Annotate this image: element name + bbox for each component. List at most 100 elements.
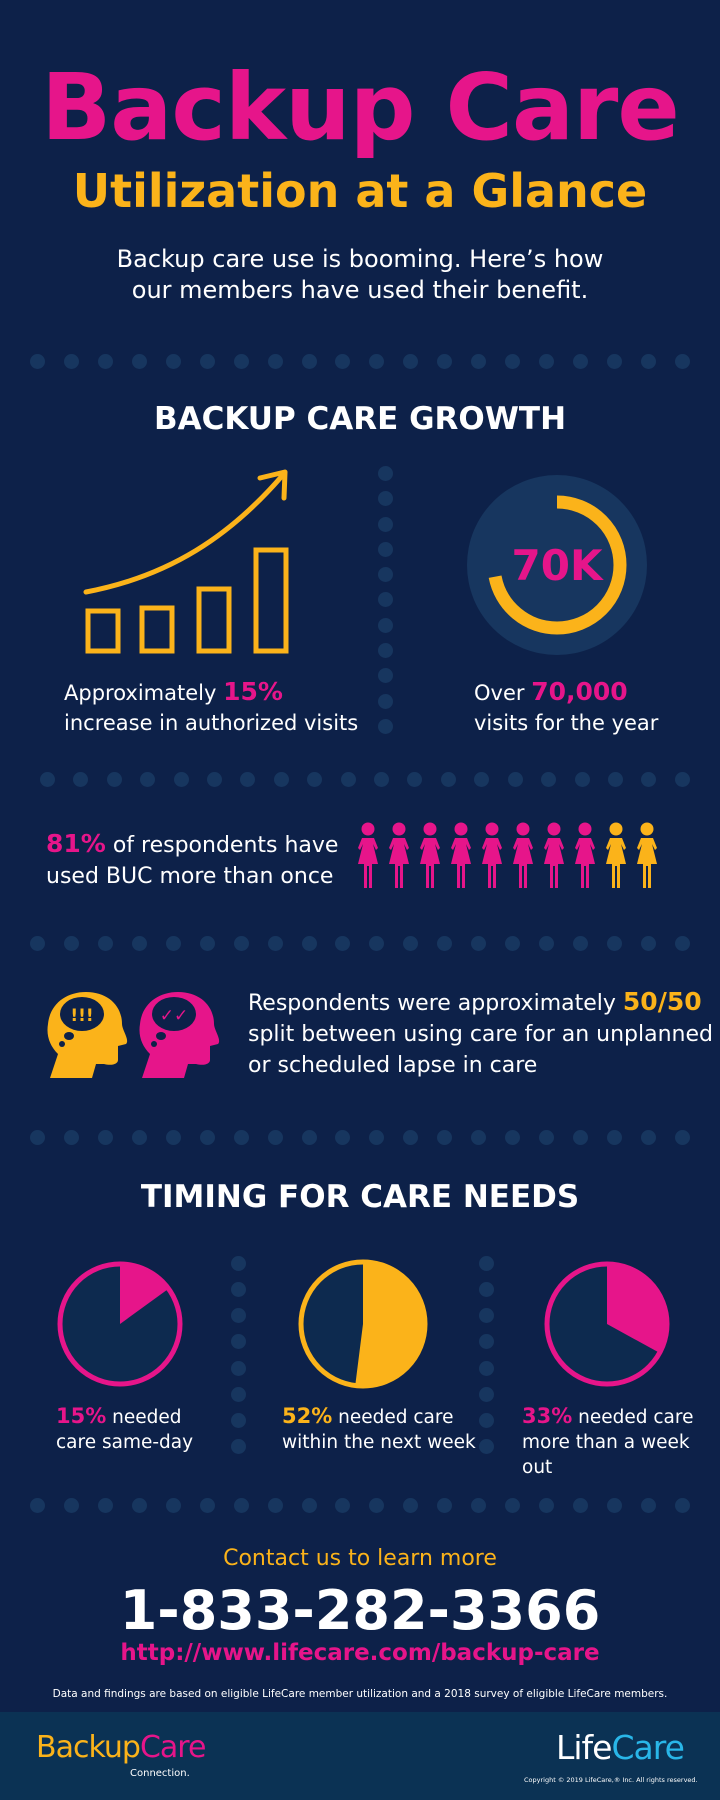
divider-dot	[273, 771, 289, 787]
timing-section-title: TIMING FOR CARE NEEDS	[140, 1179, 580, 1215]
divider-dot	[403, 1497, 419, 1513]
divider-dot	[335, 1497, 351, 1513]
divider-dot	[131, 935, 147, 951]
head-checkmark-icon: ✓✓	[139, 992, 220, 1078]
divider-dot	[301, 1129, 317, 1145]
divider-dot	[230, 1386, 246, 1402]
main-title: Backup Care	[41, 54, 680, 161]
dot-divider	[30, 352, 690, 370]
head-exclamation-icon: !!!	[47, 992, 128, 1078]
dot-divider-vertical	[229, 1256, 247, 1454]
divider-dot	[377, 693, 393, 709]
contact-cta: Contact us to learn more	[223, 1546, 497, 1571]
divider-dot	[97, 1497, 113, 1513]
timing-text-3a: needed care	[572, 1407, 694, 1428]
divider-dot	[478, 1386, 494, 1402]
divider-dot	[478, 1360, 494, 1376]
year-stat-prefix: Over	[474, 681, 532, 705]
lifecare-logo: LifeCare	[556, 1728, 685, 1767]
divider-dot	[30, 353, 45, 369]
divider-dot	[478, 1334, 494, 1350]
divider-dot	[437, 935, 453, 951]
split-text-2: split between using care for an unplanne…	[248, 1022, 713, 1047]
divider-dot	[173, 771, 189, 787]
divider-dot	[505, 1497, 521, 1513]
timing-text-3b: more than a week out	[522, 1432, 690, 1478]
divider-dot	[369, 935, 385, 951]
divider-dot	[377, 491, 393, 507]
divider-dot	[377, 567, 393, 583]
divider-dot	[140, 771, 156, 787]
website-link[interactable]: http://www.lifecare.com/backup-care	[120, 1640, 600, 1666]
pie-week-out	[544, 1261, 670, 1387]
person-icon	[544, 822, 564, 888]
divider-dot	[478, 1438, 494, 1454]
person-icon	[575, 822, 595, 888]
divider-dot	[63, 353, 79, 369]
divider-dot	[230, 1334, 246, 1350]
phone-number[interactable]: 1-833-282-3366	[119, 1579, 601, 1642]
timing-stat-1: 15% needed care same-day	[56, 1404, 193, 1455]
split-text-3: or scheduled lapse in care	[248, 1053, 538, 1078]
checkmark-icon: ✓✓	[160, 1006, 189, 1026]
divider-dot	[233, 353, 249, 369]
divider-dot	[267, 353, 283, 369]
divider-dot	[335, 935, 351, 951]
divider-dot	[377, 643, 393, 659]
divider-dot	[505, 353, 521, 369]
divider-dot	[539, 1497, 555, 1513]
people-icons	[358, 822, 657, 888]
visits-stat-value: 15%	[223, 677, 283, 706]
divider-dot	[230, 1412, 246, 1428]
divider-dot	[474, 771, 490, 787]
divider-dot	[377, 541, 393, 557]
divider-dot	[165, 1129, 181, 1145]
year-stat: Over 70,000 visits for the year	[474, 677, 658, 738]
intro-line-1: Backup care use is booming. Here’s how	[116, 245, 604, 273]
divider-dot	[641, 771, 657, 787]
divider-dot	[377, 466, 393, 481]
respondents-value: 81%	[46, 829, 106, 858]
divider-dot	[230, 1438, 246, 1454]
divider-dot	[374, 771, 390, 787]
person-icon	[451, 822, 471, 888]
pie-slice	[120, 1264, 169, 1324]
divider-dot	[377, 592, 393, 608]
divider-dot	[240, 771, 256, 787]
divider-dot	[437, 353, 453, 369]
divider-dot	[674, 353, 690, 369]
divider-dot	[505, 935, 521, 951]
divider-dot	[640, 935, 656, 951]
person-icon	[513, 822, 533, 888]
dot-divider	[30, 1128, 690, 1146]
divider-dot	[437, 1497, 453, 1513]
divider-dot	[199, 1497, 215, 1513]
timing-value-2: 52%	[282, 1404, 333, 1428]
divider-dot	[73, 771, 89, 787]
divider-dot	[233, 1497, 249, 1513]
divider-dot	[478, 1282, 494, 1298]
divider-dot	[307, 771, 323, 787]
divider-dot	[606, 1497, 622, 1513]
divider-dot	[63, 935, 79, 951]
pie-next-week	[298, 1259, 428, 1389]
divider-dot	[301, 353, 317, 369]
divider-dot	[478, 1308, 494, 1324]
divider-dot	[573, 935, 588, 951]
divider-dot	[97, 1129, 113, 1145]
timing-value-1: 15%	[56, 1404, 107, 1428]
divider-dot	[377, 516, 393, 532]
person-icon	[420, 822, 440, 888]
timing-stat-3: 33% needed care more than a week out	[522, 1404, 720, 1480]
divider-dot	[505, 1129, 521, 1145]
divider-dot	[573, 353, 588, 369]
divider-dot	[165, 1497, 181, 1513]
divider-dot	[478, 1412, 494, 1428]
logo-care: Care	[139, 1730, 206, 1765]
divider-dot	[301, 935, 317, 951]
exclamation-icon: !!!	[70, 1006, 93, 1026]
visits-ring: 70K	[467, 475, 647, 655]
timing-text-1b: care same-day	[56, 1432, 194, 1453]
divider-dot	[97, 935, 113, 951]
respondents-stat: 81% of respondents have used BUC more th…	[46, 828, 338, 892]
